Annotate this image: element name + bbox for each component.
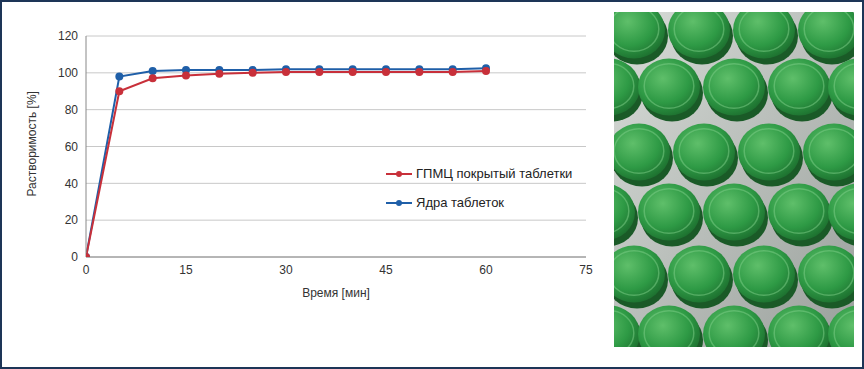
svg-text:75: 75 xyxy=(579,263,593,277)
svg-text:40: 40 xyxy=(65,177,79,191)
html-text:ГПМЦ покрытый таблетки: ГПМЦ покрытый таблетки xyxy=(416,166,573,181)
svg-text:60: 60 xyxy=(65,140,79,154)
svg-text:Растворимость [%]: Растворимость [%] xyxy=(25,91,39,196)
svg-text:0: 0 xyxy=(71,250,78,264)
svg-text:Время [мин]: Время [мин] xyxy=(302,286,370,300)
svg-text:20: 20 xyxy=(65,213,79,227)
svg-text:15: 15 xyxy=(179,263,193,277)
svg-text:60: 60 xyxy=(479,263,493,277)
svg-text:30: 30 xyxy=(279,263,293,277)
svg-text:80: 80 xyxy=(65,103,79,117)
svg-text:0: 0 xyxy=(83,263,90,277)
svg-text:45: 45 xyxy=(379,263,393,277)
html-text:Ядра таблеток: Ядра таблеток xyxy=(416,195,505,210)
svg-text:120: 120 xyxy=(58,29,78,43)
svg-text:100: 100 xyxy=(58,66,78,80)
